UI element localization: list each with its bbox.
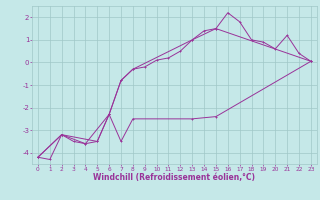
X-axis label: Windchill (Refroidissement éolien,°C): Windchill (Refroidissement éolien,°C): [93, 173, 255, 182]
